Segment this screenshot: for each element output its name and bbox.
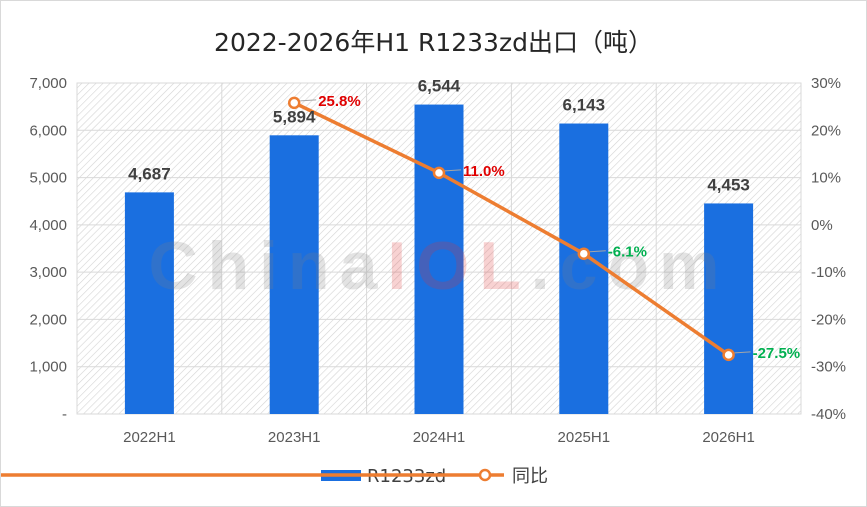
- y-left-tick-label: -: [62, 406, 67, 423]
- pct-leader-line: [444, 169, 462, 172]
- y-right-tick-label: -10%: [811, 264, 846, 281]
- line-series: [287, 96, 735, 362]
- y-left-tick-label: 6,000: [29, 122, 67, 139]
- x-tick-label: 2023H1: [268, 429, 321, 446]
- right-axis-ticks: -40% -30% -20% -10% 0% 10% 20% 30%: [811, 75, 846, 423]
- yoy-point-2026H1: [722, 348, 735, 362]
- y-right-tick-label: 10%: [811, 170, 841, 187]
- bar-value-label: 5,894: [273, 107, 316, 126]
- yoy-value-label: 11.0%: [463, 163, 505, 180]
- y-right-tick-label: -20%: [811, 311, 846, 328]
- watermark-part: China: [149, 228, 388, 304]
- y-right-tick-label: -40%: [811, 406, 846, 423]
- legend-swatch-marker: [478, 468, 492, 482]
- bar-value-label: 4,453: [707, 175, 750, 194]
- yoy-line: [293, 101, 730, 357]
- pct-leader-line: [300, 99, 317, 102]
- bar-2025H1: [559, 123, 609, 414]
- watermark-part: IOL: [387, 228, 530, 304]
- yoy-point-2023H1: [287, 96, 301, 110]
- bar-value-label: 6,544: [418, 77, 461, 96]
- pct-leader-line: [589, 250, 606, 253]
- x-tick-label: 2024H1: [413, 429, 466, 446]
- bar-2023H1: [269, 135, 319, 414]
- y-left-tick-label: 1,000: [29, 359, 67, 376]
- y-right-tick-label: 20%: [811, 122, 841, 139]
- bar-2024H1: [414, 104, 464, 414]
- legend-label-line: 同比: [512, 466, 548, 487]
- x-tick-label: 2026H1: [702, 429, 755, 446]
- left-axis-ticks: - 1,000 2,000 3,000 4,000 5,000 6,000 7,000: [29, 75, 67, 423]
- y-right-tick-label: 30%: [811, 75, 841, 92]
- pct-leader-line: [734, 351, 751, 354]
- yoy-value-label: 25.8%: [318, 93, 361, 110]
- data-labels: 4,687 5,894 6,544 6,143 4,453 25.8% 11.0% -6.1%…: [128, 77, 800, 362]
- bar-2022H1: [124, 192, 174, 414]
- yoy-value-label: -6.1%: [608, 244, 647, 261]
- x-tick-label: 2022H1: [123, 429, 176, 446]
- yoy-point-2025H1: [577, 247, 591, 260]
- bar-value-label: 4,687: [128, 164, 171, 183]
- y-right-tick-label: 0%: [811, 217, 833, 234]
- y-left-tick-label: 7,000: [29, 75, 67, 92]
- y-left-tick-label: 5,000: [29, 170, 67, 187]
- bar-value-label: 6,143: [563, 96, 606, 115]
- y-left-tick-label: 2,000: [29, 311, 67, 328]
- y-left-tick-label: 4,000: [29, 217, 67, 234]
- legend: R1233zd 同比: [1, 466, 548, 487]
- x-tick-label: 2025H1: [558, 429, 611, 446]
- y-right-tick-label: -30%: [811, 359, 846, 376]
- bar-2026H1: [704, 203, 754, 414]
- x-axis-ticks: 2022H1 2023H1 2024H1 2025H1 2026H1: [123, 429, 755, 446]
- watermark: ChinaIOL.com: [149, 228, 730, 304]
- bar-series: [124, 104, 754, 414]
- y-left-tick-label: 3,000: [29, 264, 67, 281]
- yoy-point-2024H1: [432, 166, 446, 180]
- chart-title: 2022-2026年H1 R1233zd出口（吨）: [214, 28, 653, 57]
- yoy-value-label: -27.5%: [753, 345, 801, 362]
